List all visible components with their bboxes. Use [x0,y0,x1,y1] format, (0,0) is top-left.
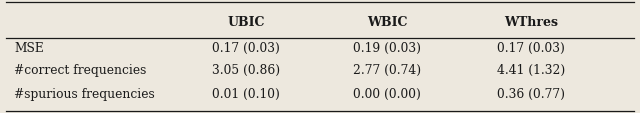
Text: 0.36 (0.77): 0.36 (0.77) [497,87,565,100]
Text: 3.05 (0.86): 3.05 (0.86) [212,64,280,77]
Text: UBIC: UBIC [228,16,265,29]
Text: MSE: MSE [14,42,44,54]
Text: 2.77 (0.74): 2.77 (0.74) [353,64,421,77]
Text: 0.17 (0.03): 0.17 (0.03) [212,42,280,54]
Text: 0.01 (0.10): 0.01 (0.10) [212,87,280,100]
Text: #correct frequencies: #correct frequencies [14,64,147,77]
Text: 0.17 (0.03): 0.17 (0.03) [497,42,565,54]
Text: WBIC: WBIC [367,16,408,29]
Text: #spurious frequencies: #spurious frequencies [14,87,155,100]
Text: 0.00 (0.00): 0.00 (0.00) [353,87,421,100]
Text: 4.41 (1.32): 4.41 (1.32) [497,64,565,77]
Text: WThres: WThres [504,16,558,29]
Text: 0.19 (0.03): 0.19 (0.03) [353,42,421,54]
